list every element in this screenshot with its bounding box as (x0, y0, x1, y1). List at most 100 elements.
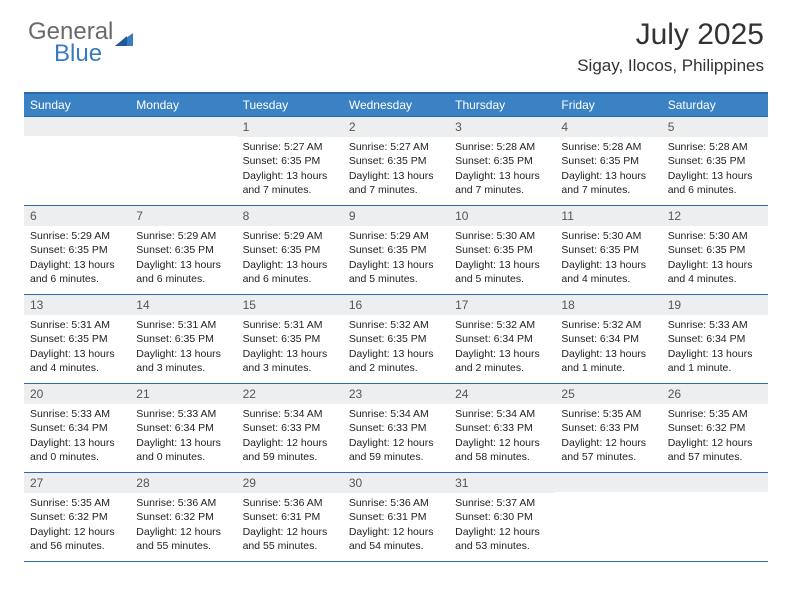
day-info-line: Daylight: 12 hours (668, 436, 762, 450)
day-info-line: Sunrise: 5:33 AM (136, 407, 230, 421)
day-info-line: and 5 minutes. (455, 272, 549, 286)
day-info-line: and 7 minutes. (243, 183, 337, 197)
calendar-day: 17Sunrise: 5:32 AMSunset: 6:34 PMDayligh… (449, 295, 555, 383)
day-body: Sunrise: 5:29 AMSunset: 6:35 PMDaylight:… (24, 226, 130, 292)
calendar-day: 29Sunrise: 5:36 AMSunset: 6:31 PMDayligh… (237, 473, 343, 561)
day-number: 26 (662, 384, 768, 404)
calendar-day: 28Sunrise: 5:36 AMSunset: 6:32 PMDayligh… (130, 473, 236, 561)
day-info-line: Daylight: 12 hours (349, 525, 443, 539)
calendar-day: 11Sunrise: 5:30 AMSunset: 6:35 PMDayligh… (555, 206, 661, 294)
day-info-line: and 59 minutes. (243, 450, 337, 464)
day-info-line: Sunrise: 5:30 AM (455, 229, 549, 243)
day-info-line: and 4 minutes. (30, 361, 124, 375)
day-number: 10 (449, 206, 555, 226)
day-info-line: Sunrise: 5:36 AM (349, 496, 443, 510)
calendar-day: 18Sunrise: 5:32 AMSunset: 6:34 PMDayligh… (555, 295, 661, 383)
day-info-line: Sunset: 6:35 PM (668, 154, 762, 168)
day-info-line: Sunset: 6:34 PM (136, 421, 230, 435)
day-info-line: Sunrise: 5:31 AM (30, 318, 124, 332)
day-info-line: Daylight: 12 hours (243, 525, 337, 539)
day-info-line: Sunset: 6:35 PM (455, 243, 549, 257)
day-number: 19 (662, 295, 768, 315)
day-body: Sunrise: 5:36 AMSunset: 6:31 PMDaylight:… (343, 493, 449, 559)
calendar-week-row: 13Sunrise: 5:31 AMSunset: 6:35 PMDayligh… (24, 294, 768, 383)
calendar-day: 22Sunrise: 5:34 AMSunset: 6:33 PMDayligh… (237, 384, 343, 472)
day-info-line: Sunset: 6:34 PM (668, 332, 762, 346)
day-info-line: Sunrise: 5:32 AM (349, 318, 443, 332)
day-info-line: and 6 minutes. (136, 272, 230, 286)
day-info-line: Sunrise: 5:30 AM (668, 229, 762, 243)
day-info-line: Sunrise: 5:32 AM (455, 318, 549, 332)
day-info-line: and 3 minutes. (136, 361, 230, 375)
calendar-day: 24Sunrise: 5:34 AMSunset: 6:33 PMDayligh… (449, 384, 555, 472)
day-info-line: Sunset: 6:35 PM (136, 332, 230, 346)
day-number: 18 (555, 295, 661, 315)
calendar-day: 2Sunrise: 5:27 AMSunset: 6:35 PMDaylight… (343, 117, 449, 205)
day-number: 28 (130, 473, 236, 493)
day-info-line: Sunrise: 5:29 AM (30, 229, 124, 243)
day-info-line: Sunrise: 5:28 AM (561, 140, 655, 154)
calendar-week-row: 1Sunrise: 5:27 AMSunset: 6:35 PMDaylight… (24, 116, 768, 205)
day-info-line: Sunset: 6:35 PM (30, 332, 124, 346)
day-body: Sunrise: 5:35 AMSunset: 6:32 PMDaylight:… (662, 404, 768, 470)
day-body: Sunrise: 5:32 AMSunset: 6:34 PMDaylight:… (555, 315, 661, 381)
day-info-line: Sunrise: 5:35 AM (30, 496, 124, 510)
calendar-day: 30Sunrise: 5:36 AMSunset: 6:31 PMDayligh… (343, 473, 449, 561)
day-info-line: Daylight: 13 hours (668, 258, 762, 272)
day-info-line: Sunset: 6:35 PM (349, 154, 443, 168)
day-number: 15 (237, 295, 343, 315)
location-subtitle: Sigay, Ilocos, Philippines (577, 56, 764, 76)
day-number (130, 117, 236, 136)
day-info-line: and 53 minutes. (455, 539, 549, 553)
day-info-line: Sunrise: 5:34 AM (349, 407, 443, 421)
weekday-header: Thursday (449, 94, 555, 116)
day-body: Sunrise: 5:34 AMSunset: 6:33 PMDaylight:… (343, 404, 449, 470)
day-body: Sunrise: 5:28 AMSunset: 6:35 PMDaylight:… (555, 137, 661, 203)
day-number: 4 (555, 117, 661, 137)
day-info-line: Sunrise: 5:29 AM (349, 229, 443, 243)
day-body: Sunrise: 5:29 AMSunset: 6:35 PMDaylight:… (130, 226, 236, 292)
day-info-line: Daylight: 13 hours (136, 436, 230, 450)
day-info-line: Daylight: 13 hours (243, 258, 337, 272)
day-number: 9 (343, 206, 449, 226)
day-body: Sunrise: 5:28 AMSunset: 6:35 PMDaylight:… (449, 137, 555, 203)
calendar-day: 31Sunrise: 5:37 AMSunset: 6:30 PMDayligh… (449, 473, 555, 561)
day-info-line: Sunrise: 5:29 AM (243, 229, 337, 243)
day-info-line: Daylight: 13 hours (30, 436, 124, 450)
day-info-line: and 57 minutes. (561, 450, 655, 464)
day-number (662, 473, 768, 492)
day-body: Sunrise: 5:30 AMSunset: 6:35 PMDaylight:… (449, 226, 555, 292)
day-body: Sunrise: 5:30 AMSunset: 6:35 PMDaylight:… (662, 226, 768, 292)
weekday-header-row: SundayMondayTuesdayWednesdayThursdayFrid… (24, 94, 768, 116)
calendar-day: 9Sunrise: 5:29 AMSunset: 6:35 PMDaylight… (343, 206, 449, 294)
calendar-week-row: 6Sunrise: 5:29 AMSunset: 6:35 PMDaylight… (24, 205, 768, 294)
day-info-line: and 7 minutes. (561, 183, 655, 197)
day-body: Sunrise: 5:31 AMSunset: 6:35 PMDaylight:… (130, 315, 236, 381)
day-info-line: Sunset: 6:32 PM (668, 421, 762, 435)
day-body: Sunrise: 5:37 AMSunset: 6:30 PMDaylight:… (449, 493, 555, 559)
day-body: Sunrise: 5:34 AMSunset: 6:33 PMDaylight:… (237, 404, 343, 470)
day-info-line: and 2 minutes. (349, 361, 443, 375)
month-title: July 2025 (577, 18, 764, 52)
day-number: 30 (343, 473, 449, 493)
weekday-header: Saturday (662, 94, 768, 116)
day-info-line: Sunset: 6:30 PM (455, 510, 549, 524)
day-number: 1 (237, 117, 343, 137)
day-number: 6 (24, 206, 130, 226)
day-info-line: Sunrise: 5:28 AM (668, 140, 762, 154)
calendar-day: 25Sunrise: 5:35 AMSunset: 6:33 PMDayligh… (555, 384, 661, 472)
day-number: 5 (662, 117, 768, 137)
day-info-line: and 1 minute. (668, 361, 762, 375)
day-info-line: and 4 minutes. (561, 272, 655, 286)
day-info-line: Daylight: 13 hours (349, 169, 443, 183)
day-info-line: and 6 minutes. (30, 272, 124, 286)
day-number: 29 (237, 473, 343, 493)
day-info-line: Daylight: 12 hours (349, 436, 443, 450)
day-info-line: Sunset: 6:34 PM (561, 332, 655, 346)
day-info-line: Sunset: 6:34 PM (455, 332, 549, 346)
day-number: 21 (130, 384, 236, 404)
calendar-day: 16Sunrise: 5:32 AMSunset: 6:35 PMDayligh… (343, 295, 449, 383)
day-info-line: Sunrise: 5:37 AM (455, 496, 549, 510)
day-body: Sunrise: 5:33 AMSunset: 6:34 PMDaylight:… (662, 315, 768, 381)
day-number: 13 (24, 295, 130, 315)
